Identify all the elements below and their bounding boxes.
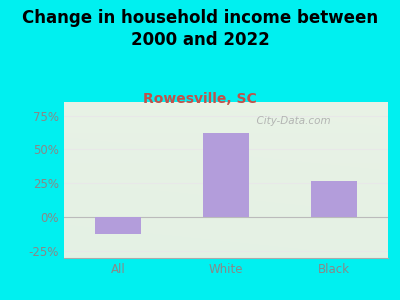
- Text: City-Data.com: City-Data.com: [250, 116, 331, 126]
- Bar: [203, 133, 249, 217]
- Bar: [311, 181, 357, 217]
- Text: Change in household income between
2000 and 2022: Change in household income between 2000 …: [22, 9, 378, 49]
- Bar: [95, 217, 141, 234]
- Text: Rowesville, SC: Rowesville, SC: [143, 92, 257, 106]
